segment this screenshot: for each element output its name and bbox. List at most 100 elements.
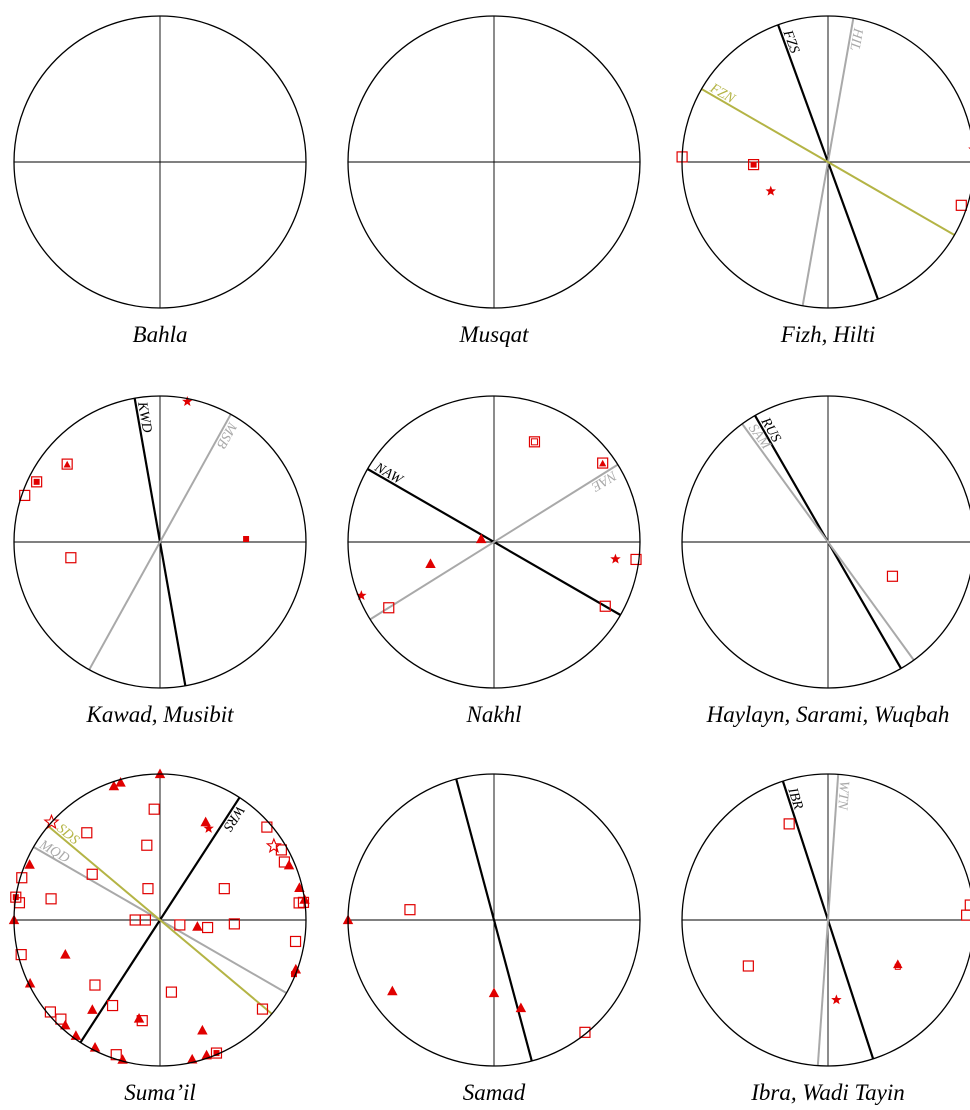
stereonet-panel: Musqat [347,15,641,347]
triangle-in-square-symbol [61,458,73,470]
square-symbol [141,839,153,851]
triangle-symbol [488,987,500,998]
fault-label: SDS [54,821,82,848]
square-dot-symbol [528,436,541,448]
triangle-symbol [87,1004,98,1014]
panel-caption: Suma’il [124,1080,196,1105]
square-symbol [218,883,230,895]
stereonet-panel: KWD MSB Kawad, Musibit [13,395,307,727]
square-symbol [86,868,98,880]
stereonet-panel: FZS HIL FZN Fizh, Hilti [676,15,970,347]
fault-strike-line [816,774,840,1066]
triangle-in-square-symbol [597,457,609,469]
square-symbol [174,919,186,931]
fault-label: NAW [371,460,406,489]
fault-label: KWD [134,400,154,434]
square-symbol [961,909,970,921]
square-symbol [45,893,57,905]
square-symbol [383,602,395,614]
square-symbol [630,553,642,566]
triangle-symbol [425,558,436,568]
triangle-square-symbol [893,959,903,970]
square-symbol [599,600,611,612]
fault-strike-line [369,463,619,621]
stereonet-panel: Samad [342,773,641,1105]
fault-label: IBR [784,785,805,812]
square-symbol [783,818,795,830]
fault-label: HIL [846,26,865,52]
outline-star-symbol [265,837,282,853]
square-symbol [19,489,31,502]
triangle-symbol [24,977,36,988]
square-symbol [964,899,970,911]
square-symbol [886,570,899,582]
triangle-symbol [290,963,302,974]
stereonet-panel: Bahla [13,15,307,347]
square-symbol [15,949,27,961]
square-symbol [142,883,154,895]
filled-square-symbol [747,158,760,171]
triangle-symbol [200,816,211,827]
fault-label: WTN [834,780,851,810]
triangle-symbol [186,1053,198,1064]
square-symbol [275,844,287,856]
primitive-circle [347,773,641,1067]
fault-label: FZN [707,81,738,108]
stereonet-panel: IBR WTN Ibra, Wadi Tayin [681,773,970,1105]
square-symbol [148,803,160,815]
fault-strike-line [741,423,915,661]
primitive-circle [681,15,970,309]
fault-label: FZS [779,27,801,55]
small-square-symbol [291,971,298,978]
panel-caption: Fizh, Hilti [780,322,876,347]
triangle-symbol [387,985,398,996]
primitive-circle [347,395,641,689]
triangle-symbol [283,859,295,870]
panel-caption: Nakhl [466,702,522,727]
square-symbol [89,979,101,991]
outline-star-symbol [43,813,60,830]
square-symbol [201,921,214,934]
square-symbol [289,935,302,948]
triangle-symbol [294,882,305,892]
square-symbol [106,999,119,1012]
primitive-circle [681,773,970,1067]
star-symbol [831,994,842,1005]
triangle-symbol [108,780,120,791]
square-symbol [65,552,77,564]
fault-strike-line [455,778,533,1062]
square-symbol [228,918,240,930]
filled-square-symbol [31,476,43,488]
panel-caption: Musqat [459,322,530,347]
primitive-circle [13,15,307,309]
star-symbol [356,590,367,601]
panel-caption: Haylayn, Sarami, Wuqbah [706,702,950,727]
star-symbol [610,553,621,564]
stereonet-panel: NAW NAE Nakhl [347,395,642,727]
fault-strike-line [701,88,955,236]
small-square-symbol [243,535,250,542]
triangle-symbol [60,948,71,959]
primitive-circle [681,395,970,689]
triangle-symbol [192,921,203,931]
panel-caption: Kawad, Musibit [86,702,235,727]
panel-caption: Ibra, Wadi Tayin [750,1080,905,1105]
square-symbol [404,904,416,916]
square-symbol [81,827,93,839]
fault-strike-line [88,413,232,671]
star-symbol [182,396,193,406]
triangle-symbol [115,776,126,787]
fault-strike-line [47,825,273,1015]
square-symbol [742,960,754,972]
square-symbol [136,1015,148,1027]
primitive-circle [13,395,307,689]
primitive-circle [347,15,641,309]
triangle-symbol [154,768,166,779]
triangle-symbol [133,1013,145,1023]
fault-label: NAE [588,467,620,495]
panel-caption: Samad [463,1080,526,1105]
